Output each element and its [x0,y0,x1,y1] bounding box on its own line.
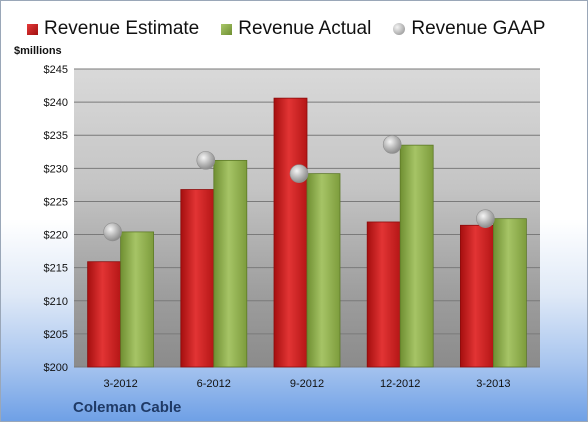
y-tick-label: $240 [44,97,68,109]
y-tick-label: $245 [44,64,68,76]
legend-swatch-estimate [27,23,38,35]
y-tick-label: $235 [44,130,68,142]
y-tick-label: $210 [44,296,68,308]
legend-label-estimate: Revenue Estimate [44,18,200,39]
gaap-marker [196,151,216,170]
legend: Revenue Estimate Revenue Actual Revenue … [27,16,567,42]
company-name: Coleman Cable [73,399,182,416]
bar-revenue-estimate [180,189,215,368]
gaap-marker [103,222,122,242]
gaap-marker [476,209,495,228]
bars [87,97,527,368]
legend-item-actual: Revenue Actual [221,18,371,40]
bar-revenue-estimate [366,221,401,368]
x-tick-label: 12-2012 [380,378,420,390]
x-tick-label: 6-2012 [197,378,231,390]
x-tick-label: 9-2012 [290,378,324,390]
bar-revenue-estimate [459,224,494,368]
x-tick-label: 3-2013 [476,378,510,390]
bar-revenue-actual [399,144,434,368]
legend-marker-gaap [393,23,406,35]
bar-revenue-estimate [87,261,121,368]
y-tick-label: $215 [44,263,68,275]
legend-label-actual: Revenue Actual [238,18,372,39]
legend-swatch-actual [221,23,233,35]
bar-revenue-actual [492,218,527,368]
y-axis-unit-label: $millions [14,45,62,57]
y-axis-ticks: $200 $205 $210 $215 $220 $225 $230 $235 $240 $245 [44,64,68,374]
y-tick-label: $205 [44,329,68,341]
gaap-markers [103,135,495,242]
y-tick-label: $200 [44,362,68,374]
x-axis-ticks: 3-2012 6-2012 9-2012 12-2012 3-2013 [103,378,510,390]
y-tick-label: $225 [44,196,68,208]
gaap-marker [382,135,402,154]
legend-item-gaap: Revenue GAAP [393,18,545,40]
x-tick-label: 3-2012 [103,378,137,390]
bar-revenue-estimate [273,97,308,368]
gaap-marker [289,164,309,183]
legend-label-gaap: Revenue GAAP [411,18,546,39]
legend-item-estimate: Revenue Estimate [27,18,199,40]
y-tick-label: $230 [44,163,68,175]
bar-revenue-actual [213,159,248,368]
bar-revenue-actual [306,173,341,368]
bar-revenue-actual [120,231,154,368]
y-tick-label: $220 [44,230,68,242]
